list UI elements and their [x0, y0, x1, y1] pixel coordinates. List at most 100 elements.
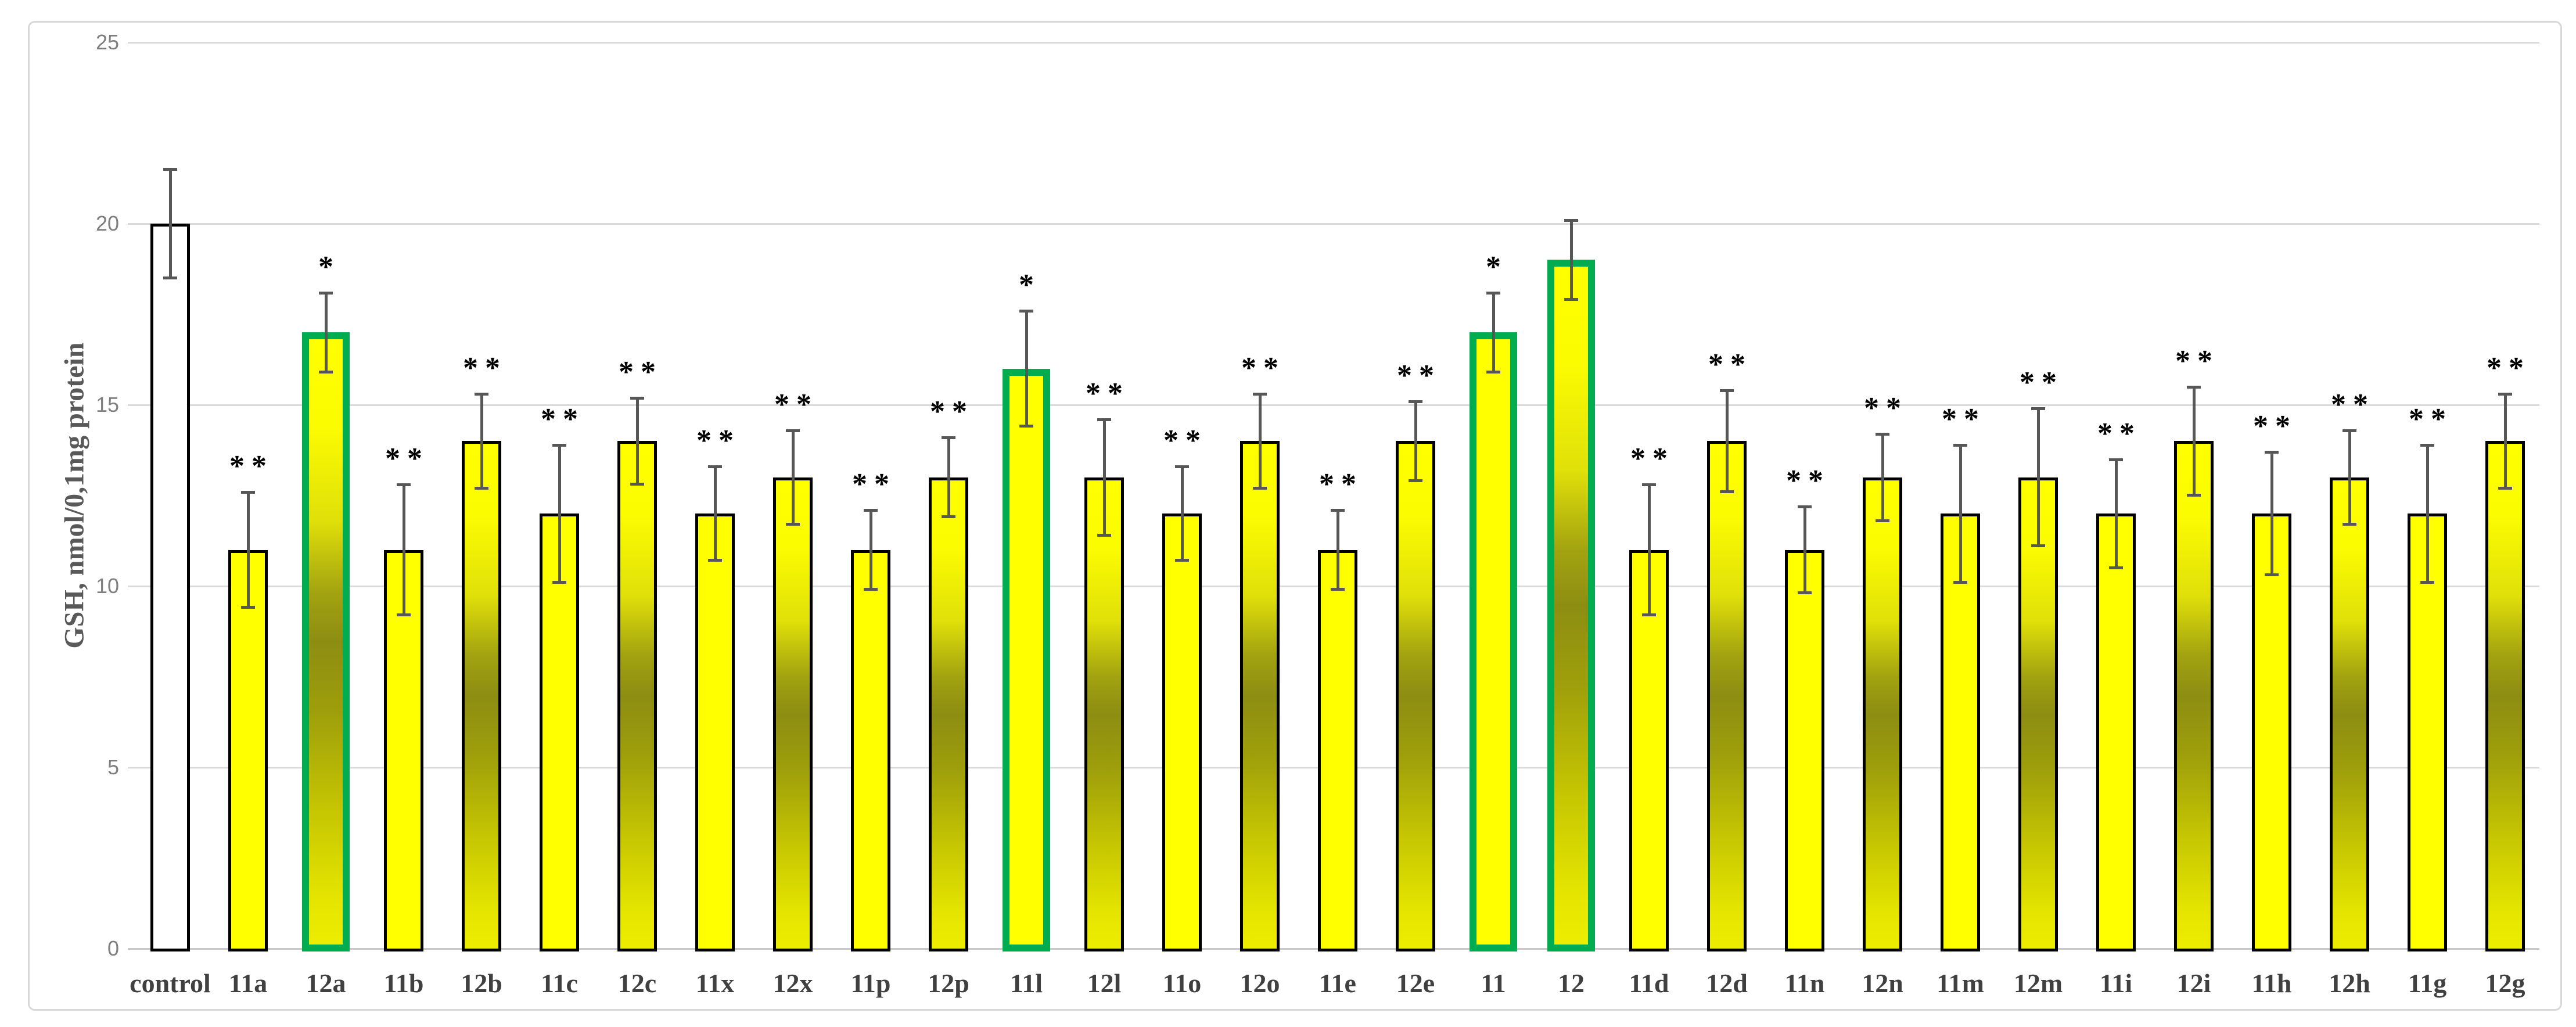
error-bar-12a	[324, 292, 328, 372]
significance-12e: **	[1397, 358, 1441, 392]
significance-11g: **	[2409, 402, 2453, 436]
bar-12x	[773, 477, 813, 951]
figure-frame	[28, 21, 2562, 1011]
error-bar-12o	[1258, 394, 1262, 489]
error-cap-bottom-12d	[1720, 490, 1734, 493]
bar-11g	[2408, 514, 2447, 951]
error-cap-bottom-12a	[319, 370, 333, 374]
error-cap-top-12o	[1253, 393, 1267, 396]
bar-12	[1547, 260, 1595, 951]
error-cap-top-11m	[1953, 443, 1967, 447]
error-cap-bottom-11d	[1642, 613, 1656, 616]
significance-11p: **	[852, 467, 896, 501]
error-bar-12h	[2348, 430, 2351, 525]
x-axis-label-12d: 12d	[1706, 968, 1748, 998]
error-cap-bottom-11e	[1331, 588, 1345, 591]
significance-11e: **	[1319, 467, 1363, 501]
significance-11: *	[1486, 250, 1508, 283]
bar-11o	[1162, 514, 1202, 951]
error-cap-top-12x	[786, 429, 800, 432]
x-axis-label-12x: 12x	[773, 968, 813, 998]
significance-11l: *	[1019, 268, 1041, 301]
bar-11c	[540, 514, 579, 951]
error-cap-bottom-11i	[2109, 566, 2123, 569]
x-axis-label-11l: 11l	[1009, 968, 1043, 998]
bar-11i	[2096, 514, 2136, 951]
x-axis-label-12h: 12h	[2329, 968, 2370, 998]
error-cap-top-control	[163, 168, 177, 171]
error-cap-bottom-11n	[1798, 591, 1812, 595]
x-axis-label-11c: 11c	[541, 968, 578, 998]
x-axis-label-11m: 11m	[1937, 968, 1984, 998]
y-tick-label-15: 15	[95, 393, 119, 416]
error-cap-bottom-11x	[708, 559, 722, 562]
error-cap-top-11p	[864, 508, 878, 512]
significance-12g: **	[2487, 351, 2531, 385]
error-cap-bottom-12p	[942, 515, 955, 519]
error-cap-bottom-11	[1486, 370, 1500, 374]
significance-12p: **	[930, 395, 974, 429]
error-cap-bottom-12b	[475, 486, 488, 490]
error-bar-11c	[558, 444, 561, 583]
bar-11n	[1785, 550, 1824, 951]
error-cap-bottom-12h	[2343, 522, 2356, 526]
significance-11o: **	[1163, 424, 1208, 458]
bar-11l	[1003, 368, 1050, 951]
error-cap-bottom-11a	[241, 606, 255, 609]
error-cap-bottom-11h	[2265, 573, 2279, 577]
error-bar-12p	[947, 437, 950, 518]
error-cap-bottom-control	[163, 276, 177, 279]
x-axis-label-12p: 12p	[928, 968, 969, 998]
x-axis-label-12n: 12n	[1862, 968, 1903, 998]
significance-11c: **	[541, 402, 585, 436]
error-cap-top-12i	[2187, 385, 2201, 389]
error-bar-12b	[480, 394, 483, 489]
significance-12d: **	[1708, 348, 1752, 382]
significance-12o: **	[1241, 351, 1285, 385]
significance-12i: **	[2175, 344, 2219, 378]
x-axis-label-12b: 12b	[461, 968, 502, 998]
bar-11a	[228, 550, 268, 951]
error-cap-top-11b	[397, 483, 411, 487]
error-cap-top-12g	[2498, 393, 2512, 396]
x-axis-label-12o: 12o	[1240, 968, 1280, 998]
error-bar-11g	[2426, 444, 2429, 583]
error-bar-12g	[2503, 394, 2507, 489]
bar-11d	[1629, 550, 1669, 951]
error-bar-12x	[791, 430, 795, 525]
error-bar-11e	[1336, 509, 1339, 590]
error-bar-11n	[1803, 506, 1806, 594]
error-cap-top-11	[1486, 291, 1500, 295]
error-bar-12m	[2036, 408, 2040, 547]
error-bar-11l	[1025, 310, 1028, 427]
significance-11m: **	[1942, 402, 1986, 436]
error-cap-top-11x	[708, 465, 722, 469]
significance-12l: **	[1086, 376, 1130, 410]
bar-12p	[929, 477, 968, 951]
error-cap-bottom-12o	[1253, 486, 1267, 490]
error-cap-bottom-11b	[397, 613, 411, 616]
error-cap-top-12d	[1720, 389, 1734, 393]
bar-11	[1470, 332, 1517, 951]
error-cap-top-11i	[2109, 458, 2123, 461]
significance-11x: **	[696, 424, 741, 458]
error-cap-top-11g	[2420, 443, 2434, 447]
error-bar-11i	[2114, 459, 2118, 568]
bar-12i	[2174, 441, 2214, 951]
bar-12c	[617, 441, 657, 951]
bar-12h	[2330, 477, 2369, 951]
error-bar-11d	[1647, 484, 1651, 615]
significance-11d: **	[1630, 442, 1675, 476]
bar-12l	[1084, 477, 1124, 951]
error-cap-bottom-12l	[1097, 533, 1111, 537]
x-axis-label-12i: 12i	[2176, 968, 2211, 998]
x-axis-label-12l: 12l	[1087, 968, 1122, 998]
x-axis-label-12c: 12c	[617, 968, 657, 998]
x-axis-label-11: 11	[1481, 968, 1506, 998]
error-cap-top-12n	[1876, 432, 1889, 436]
error-bar-12l	[1102, 419, 1106, 536]
bar-12n	[1863, 477, 1902, 951]
x-axis-label-11n: 11n	[1784, 968, 1825, 998]
x-axis-label-12: 12	[1558, 968, 1585, 998]
